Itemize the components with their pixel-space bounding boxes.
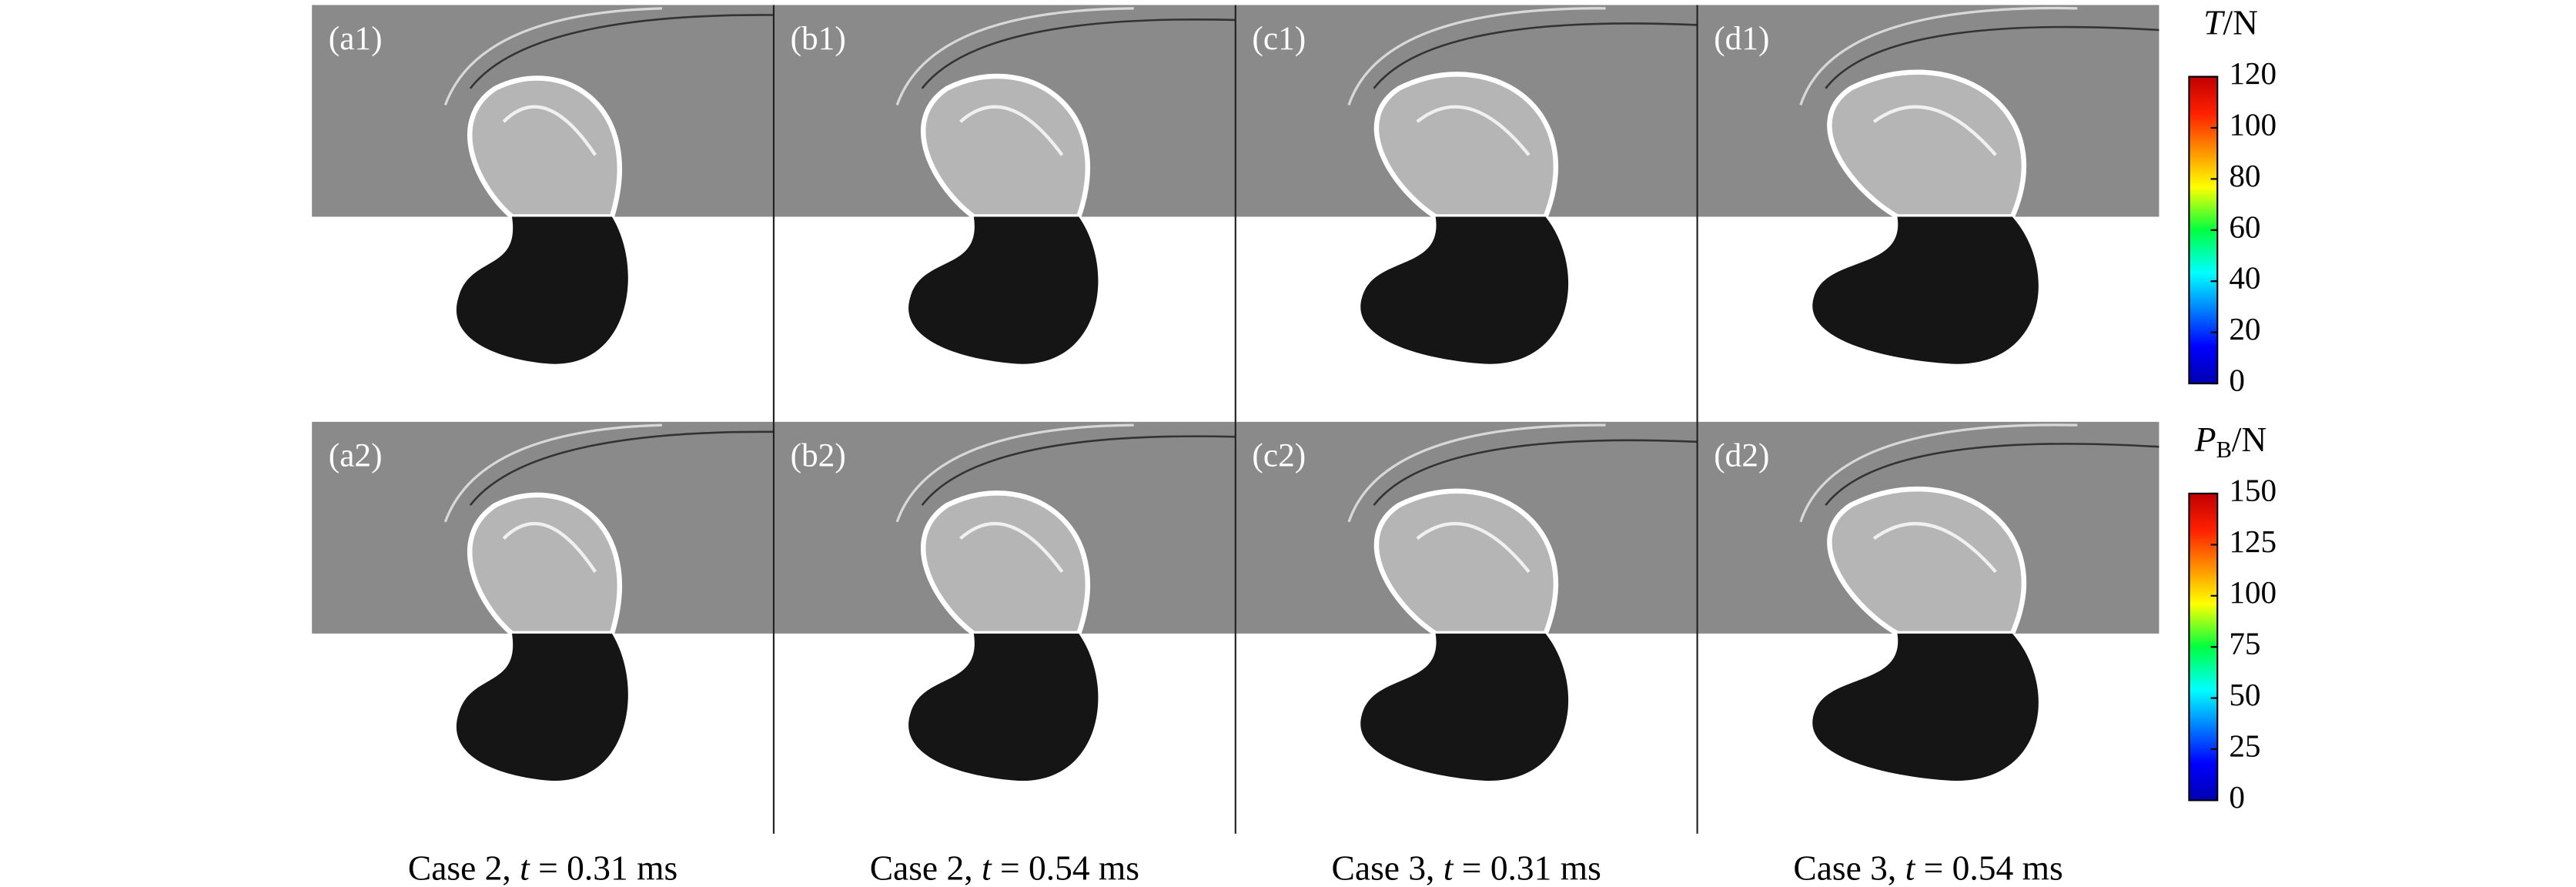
bubble-inner <box>1872 105 1997 156</box>
text-part: T <box>2203 3 2225 42</box>
text-part: /N <box>2232 420 2267 459</box>
shock-arc <box>1799 423 2078 523</box>
bubble-lower <box>1360 633 1569 782</box>
shock-arc <box>1373 22 1698 89</box>
shock-arc <box>1347 423 1606 523</box>
panel-label: (b2) <box>791 437 846 474</box>
shock-arc <box>1373 439 1698 506</box>
panel-label: (d1) <box>1714 20 1769 57</box>
bubble-upper <box>467 492 623 637</box>
shock-arc <box>1347 7 1606 105</box>
bubble-inner <box>959 105 1064 156</box>
shock-arc <box>1825 25 2159 89</box>
bubble-lower <box>908 633 1099 782</box>
panel-image: (a1) <box>312 5 774 417</box>
text-part: P <box>2194 420 2216 459</box>
bubble-lower <box>1360 216 1569 364</box>
colorbar-tick-label: 25 <box>2229 728 2260 763</box>
text-part: Case 3, <box>1793 849 1896 887</box>
panel-label: (a1) <box>329 20 383 57</box>
bubble-upper <box>921 490 1090 637</box>
bubble-upper <box>467 75 623 219</box>
bubble-inner <box>959 521 1064 574</box>
colorbar-tick-label: 120 <box>2229 55 2277 91</box>
bubble-inner <box>1872 522 1997 574</box>
bubble-inner <box>502 521 597 573</box>
panel-image: (b1) <box>773 5 1236 417</box>
bubble-lower <box>456 633 628 782</box>
caption: Case 2, t = 0.54 ms <box>870 849 1139 887</box>
text-part: t <box>520 849 530 887</box>
panel-image: (c2) <box>1235 421 1698 834</box>
text-part: = 0.54 ms <box>1000 849 1139 887</box>
shock-arc <box>921 435 1236 506</box>
shock-arc <box>443 423 662 523</box>
shock-arc <box>895 423 1134 523</box>
bubble-inner <box>1416 105 1531 156</box>
colorbar-tick-label: 40 <box>2229 260 2260 296</box>
bubble-upper <box>1827 69 2026 219</box>
text-part: = 0.31 ms <box>1462 849 1601 887</box>
text-part: Case 2, <box>870 849 973 887</box>
colorbar-title: T/N <box>2203 3 2258 42</box>
bubble-inner <box>1416 521 1531 574</box>
bubble-lower <box>908 216 1099 364</box>
panel-label: (b1) <box>791 20 846 57</box>
text-part: Case 2, <box>408 849 511 887</box>
text-part: t <box>1444 849 1454 887</box>
panel-image: (d2) <box>1697 421 2159 834</box>
shock-arc <box>469 14 774 89</box>
text-part: t <box>982 849 992 887</box>
colorbar-title: PB/N <box>2194 420 2267 462</box>
colorbar-tick-label: 0 <box>2229 779 2245 815</box>
colorbar-tick-label: 20 <box>2229 311 2260 346</box>
colorbar-tick-label: 100 <box>2229 106 2277 142</box>
panel-image: (a2) <box>312 421 774 834</box>
text-part: = 0.31 ms <box>538 849 677 887</box>
colorbar-tick-label: 80 <box>2229 158 2260 193</box>
caption: Case 3, t = 0.54 ms <box>1793 849 2062 887</box>
caption: Case 3, t = 0.31 ms <box>1332 849 1601 887</box>
shock-arc <box>1799 6 2078 105</box>
bubble-lower <box>1812 216 2039 364</box>
colorbar-tick-label: 150 <box>2229 472 2277 507</box>
shock-arc <box>469 430 774 506</box>
bubble-upper <box>1373 72 1558 219</box>
colorbar-tick-label: 50 <box>2229 677 2260 712</box>
text-part: Case 3, <box>1332 849 1435 887</box>
panel-image: (b2) <box>773 421 1236 834</box>
colorbar-tick-label: 60 <box>2229 209 2260 244</box>
shock-arc <box>921 18 1236 89</box>
panel-image: (c1) <box>1235 5 1698 417</box>
shock-arc <box>1825 443 2159 506</box>
bubble-upper <box>1373 488 1558 637</box>
panel-image: (d1) <box>1697 5 2159 417</box>
colorbar-tick-label: 100 <box>2229 574 2277 610</box>
bubble-lower <box>456 216 628 364</box>
text-part: = 0.54 ms <box>1924 849 2063 887</box>
bubble-upper <box>921 73 1090 219</box>
text-part: t <box>1905 849 1916 887</box>
caption: Case 2, t = 0.31 ms <box>408 849 677 887</box>
bubble-upper <box>1827 486 2026 637</box>
text-part: /N <box>2223 3 2257 42</box>
text-part: B <box>2216 437 2232 463</box>
panel-label: (c2) <box>1252 437 1306 474</box>
bubble-inner <box>502 105 597 156</box>
colorbar-tick-label: 125 <box>2229 524 2277 559</box>
shock-arc <box>443 7 662 105</box>
colorbar-tick-label: 0 <box>2229 362 2245 397</box>
colorbar-tick-label: 75 <box>2229 626 2260 661</box>
panel-label: (c1) <box>1252 20 1306 57</box>
shock-arc <box>895 7 1134 105</box>
panel-label: (a2) <box>329 437 383 474</box>
bubble-lower <box>1812 633 2039 782</box>
panel-label: (d2) <box>1714 437 1769 474</box>
